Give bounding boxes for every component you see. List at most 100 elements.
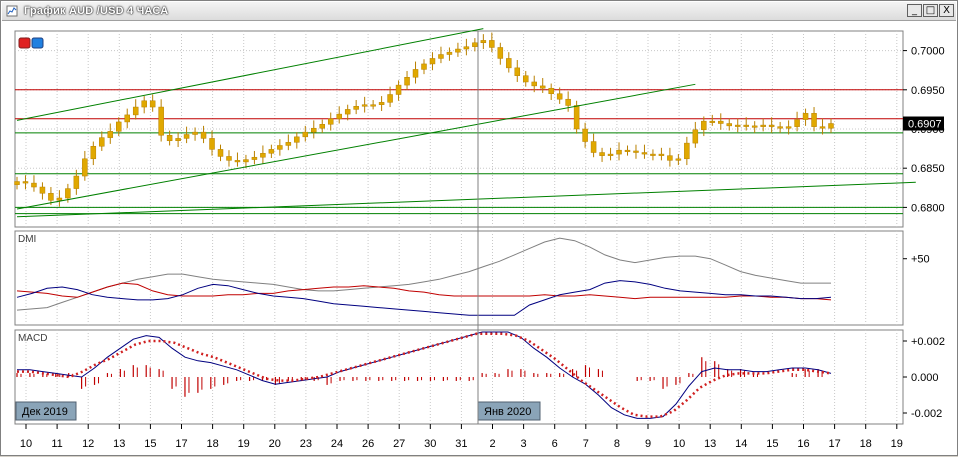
close-button[interactable]: X: [939, 4, 954, 17]
candle-body: [506, 58, 512, 69]
time-tick-label: 12: [82, 438, 94, 450]
time-tick-label: 2: [489, 438, 495, 450]
red-square-icon[interactable]: [18, 37, 31, 49]
candle-body: [794, 119, 800, 127]
candle-body: [489, 40, 495, 48]
candle-body: [387, 94, 393, 103]
restore-button[interactable]: □: [923, 4, 938, 17]
candle-body: [107, 131, 114, 138]
time-tick-label: 16: [797, 438, 809, 450]
panel-titles: DMI MACD: [18, 234, 47, 344]
trendline: [16, 181, 916, 218]
time-tick-label: 9: [645, 438, 651, 450]
candle-body: [361, 104, 368, 107]
candle-body: [446, 51, 453, 55]
candle-body: [327, 118, 334, 125]
price-axis: 0.70000.69500.69000.68500.6800+50+0.0020…: [903, 46, 945, 420]
candle-body: [777, 126, 783, 129]
candle-body: [226, 156, 232, 161]
candle-body: [243, 159, 249, 163]
time-tick-label: 19: [238, 438, 250, 450]
candle-body: [734, 124, 741, 127]
macd-signal-line: [17, 332, 832, 418]
price-tick-label: 0.6800: [911, 202, 945, 214]
trendlines[interactable]: [16, 28, 916, 218]
candle-body: [56, 197, 63, 201]
candle-body: [463, 46, 470, 50]
macd-tick-label: 0.000: [911, 372, 939, 384]
candle-body: [531, 81, 537, 87]
candle-body: [692, 129, 699, 144]
candle-body: [607, 153, 614, 156]
candle-body: [523, 75, 529, 83]
candle-body: [73, 175, 80, 189]
price-tick-label: 0.6850: [911, 163, 945, 175]
candle-body: [684, 142, 690, 160]
candle-body: [277, 145, 283, 150]
candle-body: [285, 142, 292, 146]
candle-body: [294, 136, 300, 143]
title-bar[interactable]: График AUD /USD 4 ЧАСА _ □ X: [2, 2, 956, 21]
candle-body: [132, 106, 139, 116]
candle-body: [378, 102, 385, 105]
candle-body: [260, 153, 266, 158]
candle-body: [124, 114, 130, 123]
candle-body: [65, 188, 71, 199]
price-tick-label: 0.7000: [911, 46, 945, 58]
chart-buttons[interactable]: [18, 37, 44, 49]
candle-body: [582, 128, 588, 142]
macd-panel[interactable]: [14, 329, 904, 425]
time-tick-label: 15: [766, 438, 778, 450]
blue-square-icon[interactable]: [31, 37, 44, 49]
candle-body: [14, 181, 20, 185]
candle-body: [556, 93, 563, 100]
candle-body: [624, 149, 631, 152]
candle-body: [472, 42, 478, 47]
time-tick-label: 11: [51, 438, 62, 450]
dmi-line: [16, 237, 831, 311]
dmi-tick-label: +50: [911, 254, 930, 266]
candle-body: [158, 106, 164, 136]
candle-body: [370, 104, 376, 107]
candle-body: [497, 47, 504, 59]
candle-body: [82, 158, 88, 177]
current-price-box: [903, 116, 944, 131]
time-tick-label: 31: [455, 438, 467, 450]
time-tick-label: 18: [206, 438, 218, 450]
candle-body: [175, 138, 181, 142]
candle-body: [616, 149, 622, 155]
time-tick-label: 17: [175, 438, 187, 450]
dmi-panel[interactable]: [14, 230, 904, 326]
candle-body: [455, 48, 461, 53]
candle-body: [573, 105, 580, 130]
macd-tick-label: +0.002: [911, 336, 945, 348]
time-tick-label: 7: [583, 438, 589, 450]
chart-area[interactable]: 0.70000.69500.69000.68500.6800+50+0.0020…: [1, 21, 958, 457]
candle-body: [90, 145, 97, 160]
candle-body: [658, 153, 665, 156]
time-tick-label: 19: [891, 438, 903, 450]
time-tick-label: 13: [113, 438, 125, 450]
dmi-lines: [16, 237, 832, 316]
candlesticks: [14, 32, 834, 207]
candle-body: [811, 113, 817, 127]
candle-body: [166, 135, 173, 142]
macd-title: MACD: [18, 333, 47, 344]
trendline: [16, 28, 484, 121]
candle-body: [768, 124, 775, 127]
minimize-button[interactable]: _: [907, 4, 922, 17]
candle-body: [200, 131, 207, 139]
current-price-tag: 0.6907: [903, 116, 944, 131]
candle-body: [39, 186, 46, 194]
candle-body: [268, 149, 275, 154]
candle-body: [234, 160, 241, 163]
time-tick-label: 3: [521, 438, 527, 450]
time-axis: 10 11 12 13 15 17 18 19 20 23 24 26 27 30 31 2 3 6 7 8 9 10 13…: [20, 424, 903, 450]
candle-body: [785, 126, 792, 129]
candle-body: [319, 124, 325, 129]
candle-body: [183, 134, 190, 139]
candle-body: [192, 131, 198, 135]
candle-body: [217, 149, 224, 157]
candle-body: [751, 125, 758, 128]
